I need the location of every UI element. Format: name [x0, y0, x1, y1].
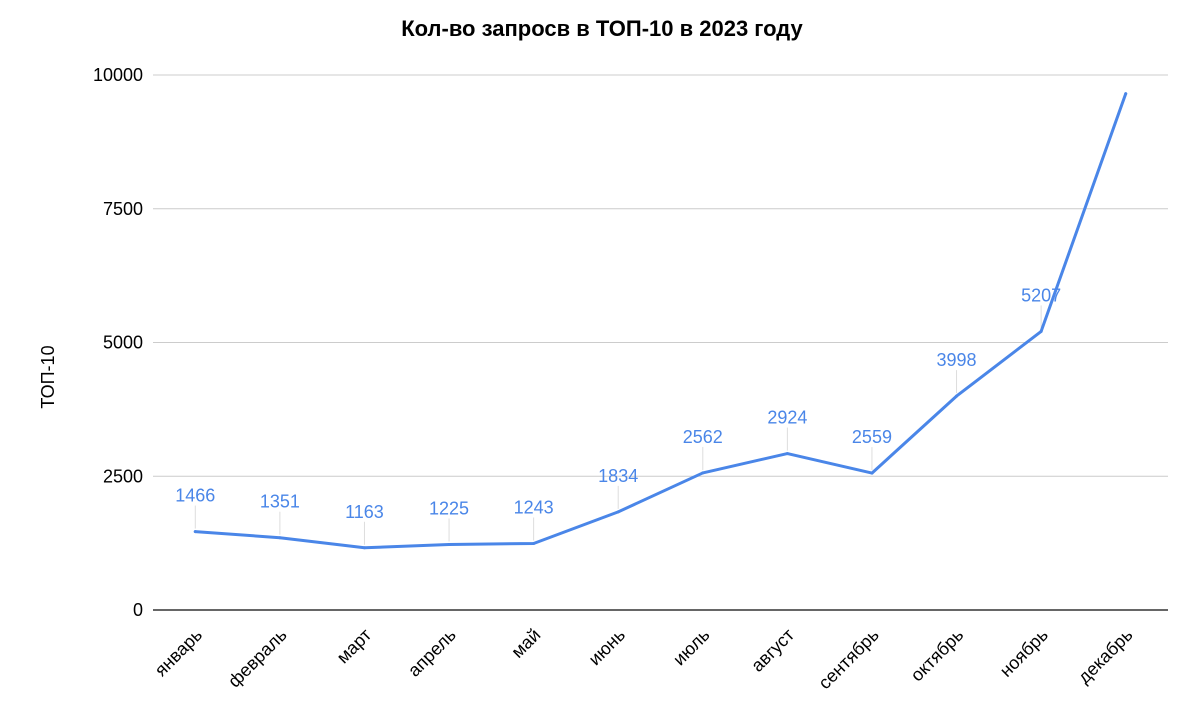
data-point — [870, 471, 874, 475]
series — [193, 92, 1128, 550]
gridlines — [153, 74, 1168, 611]
data-label: 3998 — [937, 350, 977, 370]
data-label: 2559 — [852, 427, 892, 447]
data-point — [447, 542, 451, 546]
y-tick-label: 2500 — [103, 466, 143, 486]
y-tick-label: 5000 — [103, 333, 143, 353]
data-label: 1834 — [598, 466, 638, 486]
x-tick-label: декабрь — [1074, 625, 1137, 688]
data-labels: 1466 1351 1163 1225 1243 1834 2562 2924 2559 3998… — [175, 285, 1061, 521]
x-tick-label: апрель — [404, 625, 460, 681]
data-point — [532, 541, 536, 545]
data-label: 1225 — [429, 498, 469, 518]
data-point — [1039, 329, 1043, 333]
y-tick-label: 0 — [133, 600, 143, 620]
data-label: 5207 — [1021, 285, 1061, 305]
x-tick-label: май — [507, 625, 544, 662]
data-point — [278, 536, 282, 540]
x-tick-label: ноябрь — [996, 625, 1052, 681]
x-tick-label: июнь — [585, 625, 629, 669]
label-leaders — [194, 305, 1042, 545]
x-tick-label: март — [333, 625, 376, 668]
y-tick-label: 10000 — [93, 65, 143, 85]
data-label: 1243 — [514, 497, 554, 517]
data-point — [193, 530, 197, 534]
x-tick-label: август — [747, 625, 798, 676]
x-tick-label: январь — [151, 625, 206, 680]
data-label: 1163 — [345, 502, 384, 522]
y-axis-ticks: 0 2500 5000 7500 10000 — [93, 65, 143, 620]
x-tick-label: февраль — [224, 625, 291, 692]
data-label: 2562 — [683, 427, 723, 447]
data-point — [785, 452, 789, 456]
x-tick-label: июль — [669, 625, 714, 670]
x-axis-ticks: январь февраль март апрель май июнь июль август… — [151, 625, 1137, 693]
series-line — [193, 92, 1128, 550]
y-axis-title: ТОП-10 — [38, 345, 58, 408]
data-point — [701, 471, 705, 475]
data-point — [1124, 92, 1128, 96]
chart-title: Кол-во запросв в ТОП-10 в 2023 году — [401, 16, 803, 41]
data-label: 2924 — [767, 408, 807, 428]
y-tick-label: 7500 — [103, 199, 143, 219]
data-point — [616, 510, 620, 514]
data-label: 1466 — [175, 486, 215, 506]
x-tick-label: сентябрь — [814, 625, 882, 693]
data-label: 1351 — [260, 492, 300, 512]
x-tick-label: октябрь — [907, 625, 968, 686]
data-point — [362, 546, 366, 550]
data-point — [955, 394, 959, 398]
